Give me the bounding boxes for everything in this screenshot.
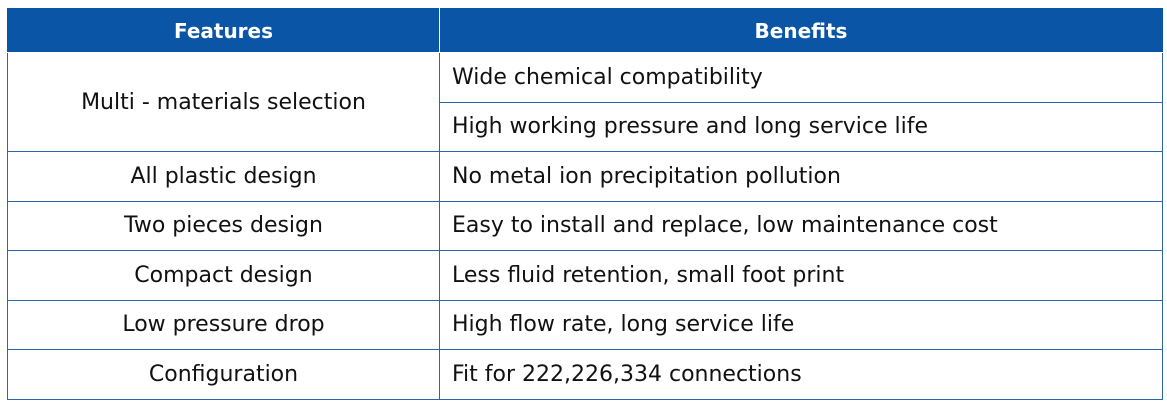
benefit-cell: High flow rate, long service life <box>439 299 1163 350</box>
table-row: Compact design Less fluid retention, sma… <box>7 250 1163 301</box>
feature-cell: Low pressure drop <box>7 299 440 350</box>
features-benefits-table: Features Benefits Multi - materials sele… <box>7 8 1163 400</box>
benefit-cell: Less fluid retention, small foot print <box>439 250 1163 301</box>
table-row: High working pressure and long service l… <box>8 101 1163 152</box>
benefit-cell: Fit for 222,226,334 connections <box>439 349 1163 400</box>
benefit-cell: Easy to install and replace, low mainten… <box>439 200 1163 251</box>
header-benefits: Benefits <box>439 8 1163 53</box>
feature-cell: Two pieces design <box>7 200 440 251</box>
feature-cell: Configuration <box>7 349 440 400</box>
table-row: Configuration Fit for 222,226,334 connec… <box>7 349 1163 400</box>
benefit-cell: High working pressure and long service l… <box>439 101 1163 152</box>
feature-cell: All plastic design <box>7 151 440 202</box>
feature-cell: Multi - materials selection <box>7 52 440 152</box>
table-header-row: Features Benefits <box>7 8 1163 53</box>
benefit-cell: No metal ion precipitation pollution <box>439 151 1163 202</box>
feature-cell: Compact design <box>7 250 440 301</box>
table-row: Low pressure drop High flow rate, long s… <box>7 299 1163 350</box>
table-row: Two pieces design Easy to install and re… <box>7 200 1163 251</box>
table-row: Multi - materials selection Wide chemica… <box>7 52 1163 152</box>
header-features: Features <box>7 8 440 53</box>
table-row: All plastic design No metal ion precipit… <box>7 151 1163 202</box>
benefit-cell: Wide chemical compatibility <box>439 52 1163 103</box>
